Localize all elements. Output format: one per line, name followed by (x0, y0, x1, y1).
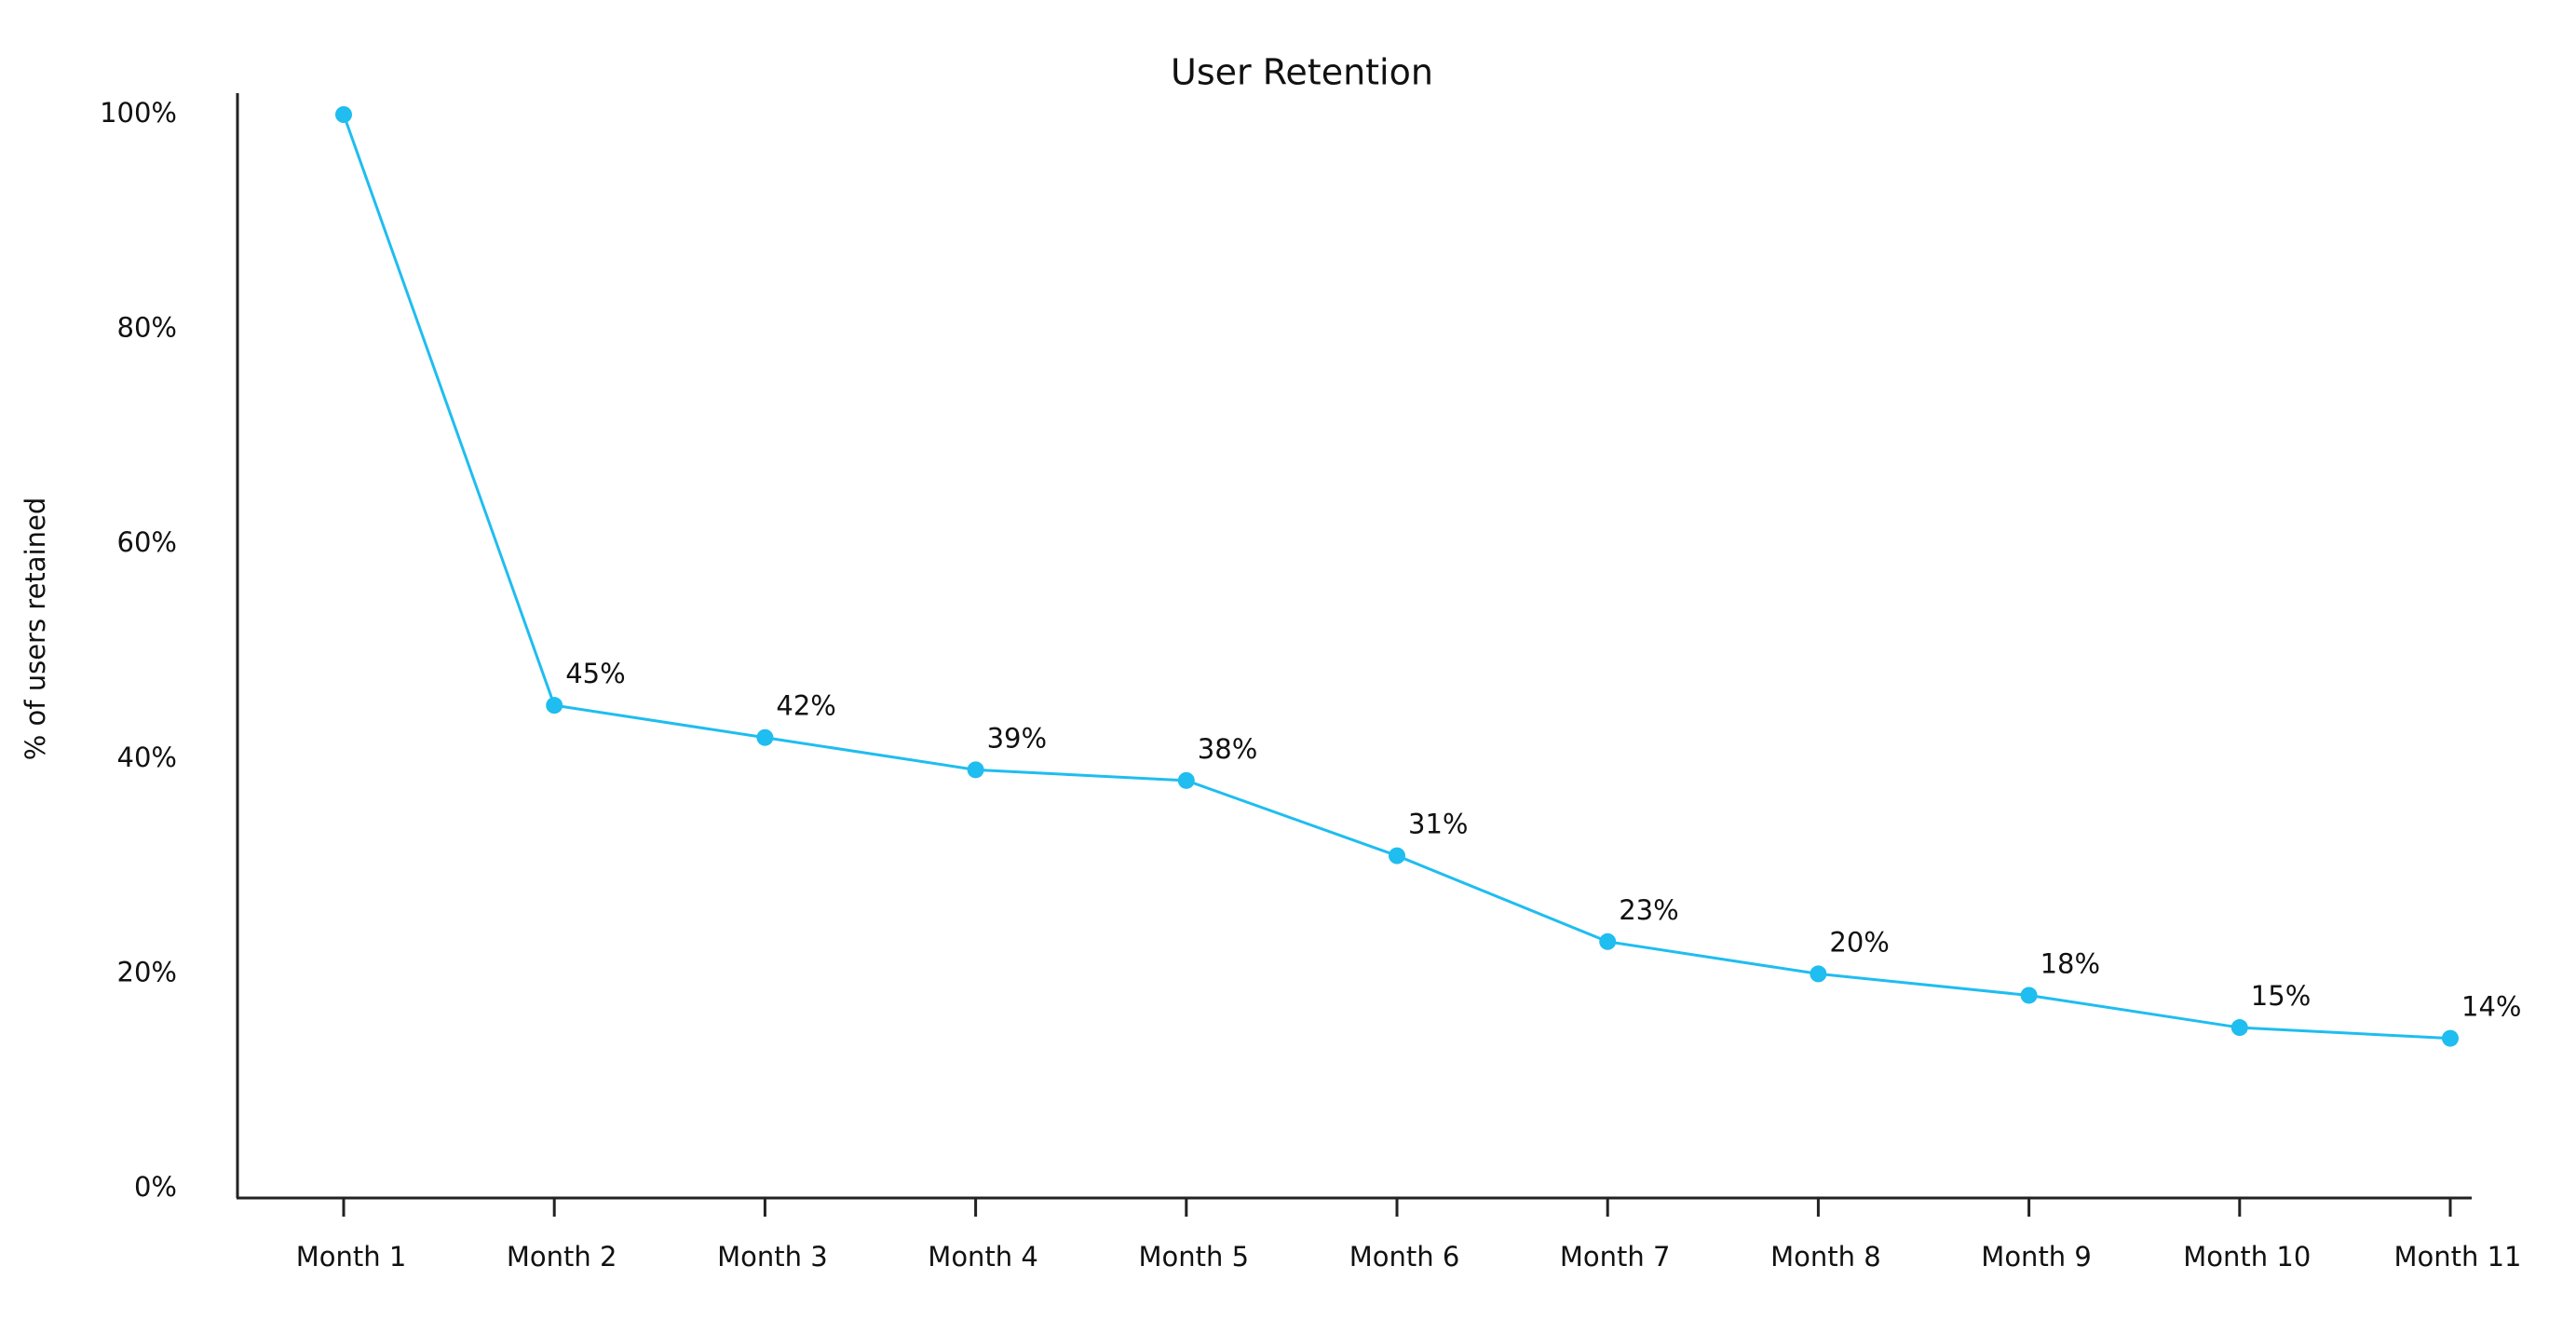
point (2442, 1029, 2459, 1047)
data-label: 15% (2251, 980, 2311, 1012)
data-label: 39% (987, 722, 1047, 754)
data-label: 45% (565, 658, 625, 689)
point (546, 697, 563, 715)
data-label: 23% (1619, 894, 1678, 926)
point (756, 728, 774, 746)
y-tick-label: 40% (117, 742, 177, 773)
x-tick-label: Month 5 (1139, 1241, 1250, 1273)
x-tick-label: Month 6 (1349, 1241, 1460, 1273)
x-tick-label: Month 9 (1981, 1241, 2092, 1273)
point (2020, 987, 2038, 1004)
point (2230, 1019, 2248, 1037)
x-tick-label: Month 4 (928, 1241, 1038, 1273)
point (1389, 847, 1405, 864)
point (1599, 932, 1617, 950)
y-tick-label: 60% (117, 526, 177, 558)
data-label: 42% (776, 690, 835, 722)
data-label: 18% (2040, 947, 2100, 979)
y-tick-label: 80% (117, 312, 177, 344)
point (967, 761, 984, 779)
x-tick-label: Month 11 (2393, 1241, 2521, 1273)
x-tick-label: Month 3 (717, 1241, 828, 1273)
chart-title: User Retention (1171, 52, 1433, 93)
y-tick-label: 100% (100, 97, 177, 129)
x-tick-label: Month 8 (1770, 1241, 1881, 1273)
x-tick-label: Month 7 (1560, 1241, 1671, 1273)
point (335, 106, 352, 123)
point (1177, 771, 1195, 789)
x-tick-label: Month 2 (507, 1241, 617, 1273)
x-tick-label: Month 10 (2183, 1241, 2311, 1273)
y-axis-label: % of users retained (20, 497, 51, 760)
y-tick-label: 0% (134, 1171, 177, 1203)
line (342, 114, 2451, 1041)
x-tick-label: Month 1 (296, 1241, 407, 1273)
y-tick-label: 20% (117, 956, 177, 987)
data-label: 20% (1829, 926, 1889, 958)
data-label: 31% (1408, 809, 1468, 840)
data-label: 38% (1198, 733, 1257, 765)
data-label: 14% (2461, 991, 2521, 1023)
point (1810, 965, 1827, 983)
